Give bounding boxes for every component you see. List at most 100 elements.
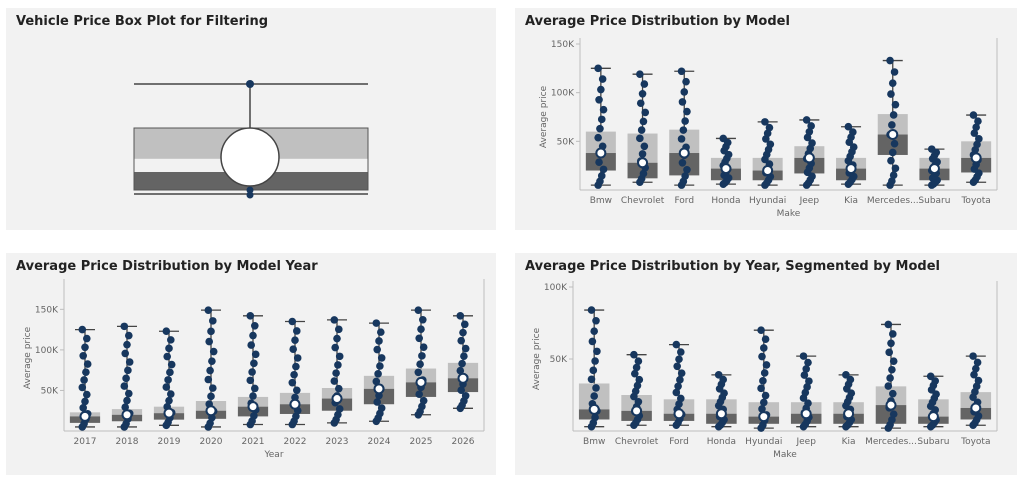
data-point bbox=[681, 117, 689, 125]
y-tick-label: 100K bbox=[551, 89, 575, 99]
data-point bbox=[290, 370, 298, 379]
data-point bbox=[757, 384, 765, 393]
data-point bbox=[335, 384, 343, 393]
median-marker bbox=[331, 393, 343, 405]
panel-price-by-year-model: Average Price Distribution by Year, Segm… bbox=[515, 253, 1017, 475]
data-point bbox=[291, 336, 299, 345]
data-point bbox=[125, 331, 133, 340]
box-group bbox=[111, 322, 143, 431]
data-point bbox=[972, 382, 981, 391]
price-by-year-model-chart[interactable]: 50K 100K Average price Make Bmw Chevrolet Ford… bbox=[515, 253, 1017, 475]
data-point bbox=[330, 316, 339, 324]
data-point bbox=[335, 405, 344, 413]
y-tick-label: 50K bbox=[557, 137, 575, 147]
data-point bbox=[125, 389, 133, 398]
data-point bbox=[760, 344, 768, 352]
data-point bbox=[639, 117, 648, 126]
median-marker bbox=[289, 398, 301, 410]
data-point bbox=[596, 124, 604, 133]
data-point bbox=[677, 67, 686, 76]
data-point bbox=[885, 348, 893, 357]
data-point bbox=[80, 376, 88, 384]
box-group bbox=[627, 70, 658, 187]
data-point bbox=[639, 169, 648, 178]
data-point bbox=[376, 362, 384, 370]
data-point bbox=[975, 135, 983, 143]
x-tick-label: Toyota bbox=[960, 437, 990, 447]
data-point bbox=[591, 413, 599, 422]
data-point bbox=[681, 172, 689, 180]
x-tick-label: 2018 bbox=[116, 437, 139, 447]
data-point bbox=[81, 343, 89, 352]
data-point bbox=[288, 317, 297, 326]
data-point bbox=[969, 352, 977, 360]
x-tick-label: Kia bbox=[844, 196, 858, 206]
box-group bbox=[918, 372, 949, 431]
x-tick-label: 2026 bbox=[452, 437, 475, 447]
data-point bbox=[672, 340, 681, 349]
data-point bbox=[719, 134, 728, 143]
x-axis-label: Year bbox=[263, 450, 283, 460]
data-point bbox=[332, 369, 340, 377]
price-by-year-chart[interactable]: 50K 100K 150K Average price Year 2017 2018 2019… bbox=[6, 253, 496, 475]
median-marker bbox=[928, 163, 940, 175]
data-point bbox=[884, 382, 893, 390]
x-tick-label: Kia bbox=[842, 437, 856, 447]
box-group bbox=[585, 64, 616, 189]
median-marker bbox=[457, 372, 469, 384]
data-point bbox=[594, 64, 602, 73]
x-tick-label: Honda bbox=[711, 196, 740, 206]
x-tick-label: Toyota bbox=[960, 196, 990, 206]
y-tick-label: 150K bbox=[551, 40, 575, 50]
median-marker bbox=[800, 408, 812, 420]
box-group bbox=[836, 122, 867, 188]
data-point bbox=[205, 337, 213, 346]
data-point bbox=[673, 362, 681, 371]
data-point bbox=[888, 148, 897, 157]
data-point bbox=[334, 361, 342, 369]
box-group bbox=[833, 371, 864, 431]
data-point bbox=[889, 111, 898, 119]
median-marker bbox=[803, 152, 815, 164]
data-point bbox=[167, 336, 175, 344]
median-marker bbox=[887, 129, 899, 141]
data-point bbox=[418, 352, 426, 360]
data-point bbox=[844, 122, 853, 131]
data-point bbox=[456, 312, 465, 320]
filter-boxplot-chart[interactable] bbox=[6, 8, 496, 230]
data-point bbox=[677, 348, 685, 356]
data-point bbox=[886, 56, 894, 65]
median-marker bbox=[631, 405, 643, 417]
data-point bbox=[927, 145, 936, 153]
data-point bbox=[249, 392, 257, 400]
data-point bbox=[640, 142, 649, 151]
price-by-model-chart[interactable]: 50K 100K 150K Average price Make Bmw Chevrolet… bbox=[515, 8, 1017, 230]
data-point bbox=[377, 354, 386, 362]
data-point bbox=[890, 139, 899, 148]
data-point bbox=[331, 343, 340, 352]
data-point bbox=[590, 327, 598, 336]
data-point bbox=[78, 325, 87, 334]
box-group bbox=[663, 340, 695, 430]
data-point bbox=[335, 325, 343, 334]
data-point bbox=[246, 191, 254, 199]
data-point bbox=[457, 336, 466, 345]
data-point bbox=[592, 316, 600, 325]
data-point bbox=[888, 79, 897, 87]
data-point bbox=[678, 158, 687, 167]
median-marker bbox=[678, 147, 690, 159]
data-point bbox=[251, 322, 259, 330]
x-axis-label: Make bbox=[773, 450, 797, 460]
data-point bbox=[762, 361, 771, 369]
data-point bbox=[889, 357, 898, 365]
data-point bbox=[636, 134, 644, 143]
data-point bbox=[372, 377, 381, 386]
median-marker bbox=[415, 376, 427, 388]
data-point bbox=[974, 117, 982, 126]
data-point bbox=[891, 164, 900, 173]
data-point bbox=[677, 394, 685, 403]
data-point bbox=[419, 315, 427, 324]
data-point bbox=[926, 372, 935, 381]
data-point bbox=[167, 360, 176, 369]
panel-title: Vehicle Price Box Plot for Filtering bbox=[16, 14, 269, 29]
